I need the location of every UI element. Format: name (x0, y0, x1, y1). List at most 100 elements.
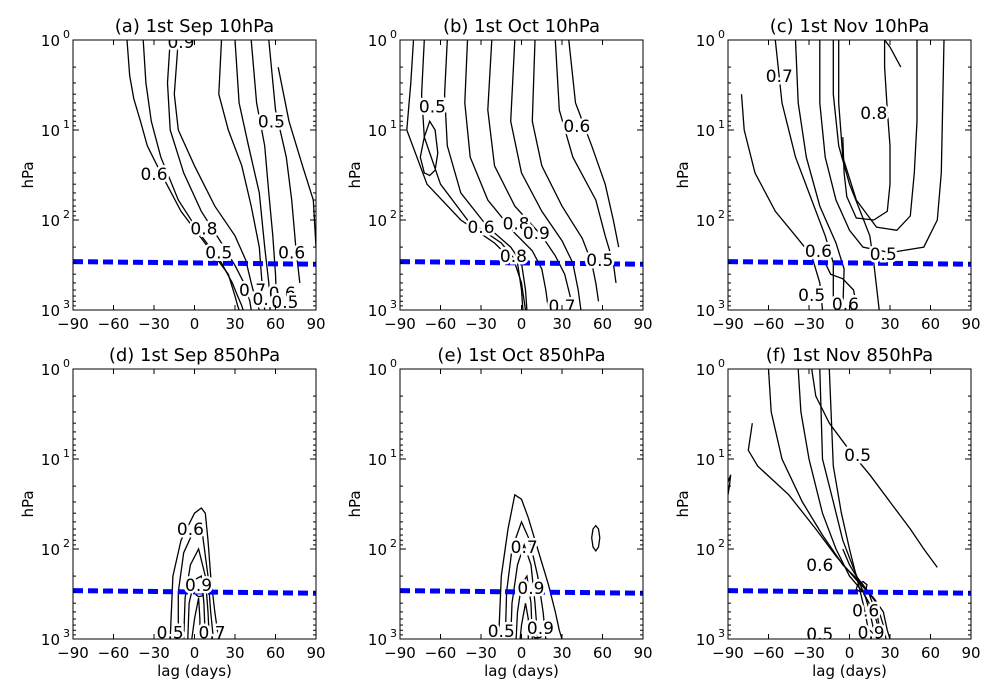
x-tick-label: −60 (425, 315, 457, 333)
y-tick-exponent: 3 (63, 627, 70, 640)
reference-line (400, 588, 643, 596)
y-tick-label: 10 (696, 302, 715, 320)
panel-title: (e) 1st Oct 850hPa (437, 345, 605, 366)
y-tick-label: 10 (41, 451, 60, 469)
x-tick-label: 0 (517, 644, 527, 662)
contour-line (504, 520, 547, 639)
axes-frame (72, 368, 317, 640)
contour-label: 0.6 (269, 284, 296, 304)
contour-label: 0.9 (523, 224, 550, 244)
y-tick-exponent: 1 (718, 118, 725, 131)
y-tick-label: 10 (696, 32, 715, 50)
x-tick-label: −60 (98, 644, 130, 662)
contour-line (443, 40, 528, 310)
contour-label: 0.8 (503, 215, 530, 235)
contour-label: 0.5 (258, 112, 285, 132)
contour-label: 0.6 (563, 117, 590, 137)
contour-label: 0.5 (271, 293, 298, 313)
contour-label: 0.9 (185, 576, 212, 596)
x-tick-label: 30 (552, 644, 571, 662)
panel-a: 0.90.50.60.80.5 0.60.70.90.60.5−90 −60 −30 0… (19, 16, 326, 333)
y-tick-label: 10 (368, 541, 387, 559)
y-tick-label: 10 (41, 631, 60, 649)
plot-area: 0.7 0.9 0.5 0.9 (400, 493, 643, 642)
contour-line (767, 369, 887, 639)
reference-line (73, 259, 316, 267)
y-tick-exponent: 0 (718, 28, 725, 41)
y-axis-label: hPa (674, 490, 692, 517)
contour-label: 0.8 (860, 104, 887, 124)
y-tick-label: 10 (368, 212, 387, 230)
x-tick-label: 30 (225, 644, 244, 662)
axes-frame (727, 39, 972, 311)
contour-label: 0.7 (766, 67, 793, 87)
contour-line (420, 40, 524, 310)
reference-line (728, 588, 971, 596)
y-tick-label: 10 (368, 361, 387, 379)
x-tick-label: 90 (306, 315, 325, 333)
axes-frame (727, 368, 972, 640)
plot-area: 0.50.60.6 0.80.90.8 0.50.7 (400, 40, 643, 317)
contour-line (728, 474, 732, 495)
y-tick-label: 10 (368, 451, 387, 469)
y-tick-label: 10 (696, 541, 715, 559)
y-tick-exponent: 1 (63, 118, 70, 131)
contour-label: 0.5 (488, 622, 515, 642)
contour-line (497, 493, 563, 639)
contour-label: 0.7 (511, 538, 538, 558)
x-tick-label: 90 (961, 315, 980, 333)
contour-line (531, 40, 600, 302)
contour-line (250, 40, 278, 310)
contour-label: 0.9 (517, 579, 544, 599)
y-axis-label: hPa (19, 161, 37, 188)
plot-area: 0.90.50.60.80.5 0.60.70.90.60.5 (73, 33, 316, 313)
contour-label: 0.8 (500, 247, 527, 267)
x-tick-label: −90 (712, 315, 744, 333)
x-tick-label: 30 (880, 644, 899, 662)
x-axis-label: lag (days) (484, 662, 559, 680)
closed-contour (860, 629, 875, 639)
x-tick-label: −30 (465, 315, 497, 333)
x-tick-label: 60 (921, 644, 940, 662)
panel-title: (c) 1st Nov 10hPa (770, 16, 930, 37)
y-axis-label: hPa (346, 161, 364, 188)
contour-label: 0.5 (798, 286, 825, 306)
x-tick-label: 60 (593, 644, 612, 662)
reference-line (728, 259, 971, 267)
x-tick-label: 60 (266, 644, 285, 662)
contour-line (740, 94, 824, 310)
contour-label: 0.6 (140, 165, 167, 185)
y-tick-label: 10 (696, 212, 715, 230)
x-axis-label: lag (days) (157, 662, 232, 680)
x-tick-label: −60 (753, 644, 785, 662)
plot-area: 0.5 0.6 0.5 0.6 0.9 (728, 369, 971, 639)
y-tick-label: 10 (368, 302, 387, 320)
contour-line (173, 40, 260, 310)
x-axis-label: lag (days) (812, 662, 887, 680)
y-tick-exponent: 1 (390, 118, 397, 131)
contour-line (842, 40, 902, 221)
y-tick-label: 10 (368, 631, 387, 649)
contour-label: 0.7 (548, 297, 575, 317)
plot-area: 0.7 0.8 0.6 0.5 0.5 0.6 (728, 40, 971, 310)
y-tick-label: 10 (41, 212, 60, 230)
contour-line (177, 527, 215, 639)
contour-line (234, 40, 271, 310)
contour-label: 0.9 (167, 33, 194, 53)
contour-label: 0.6 (467, 218, 494, 238)
plot-area: 0.6 0.9 0.5 0.7 (73, 507, 316, 639)
contour-line (406, 40, 527, 310)
contour-line (169, 507, 220, 639)
y-tick-exponent: 2 (718, 208, 725, 221)
panel-title: (f) 1st Nov 850hPa (766, 345, 933, 366)
contour-label: 0.6 (852, 601, 879, 621)
y-tick-label: 10 (696, 122, 715, 140)
y-tick-exponent: 3 (63, 298, 70, 311)
y-tick-exponent: 3 (718, 627, 725, 640)
y-tick-exponent: 2 (390, 537, 397, 550)
y-tick-exponent: 0 (390, 357, 397, 370)
y-tick-exponent: 2 (63, 537, 70, 550)
